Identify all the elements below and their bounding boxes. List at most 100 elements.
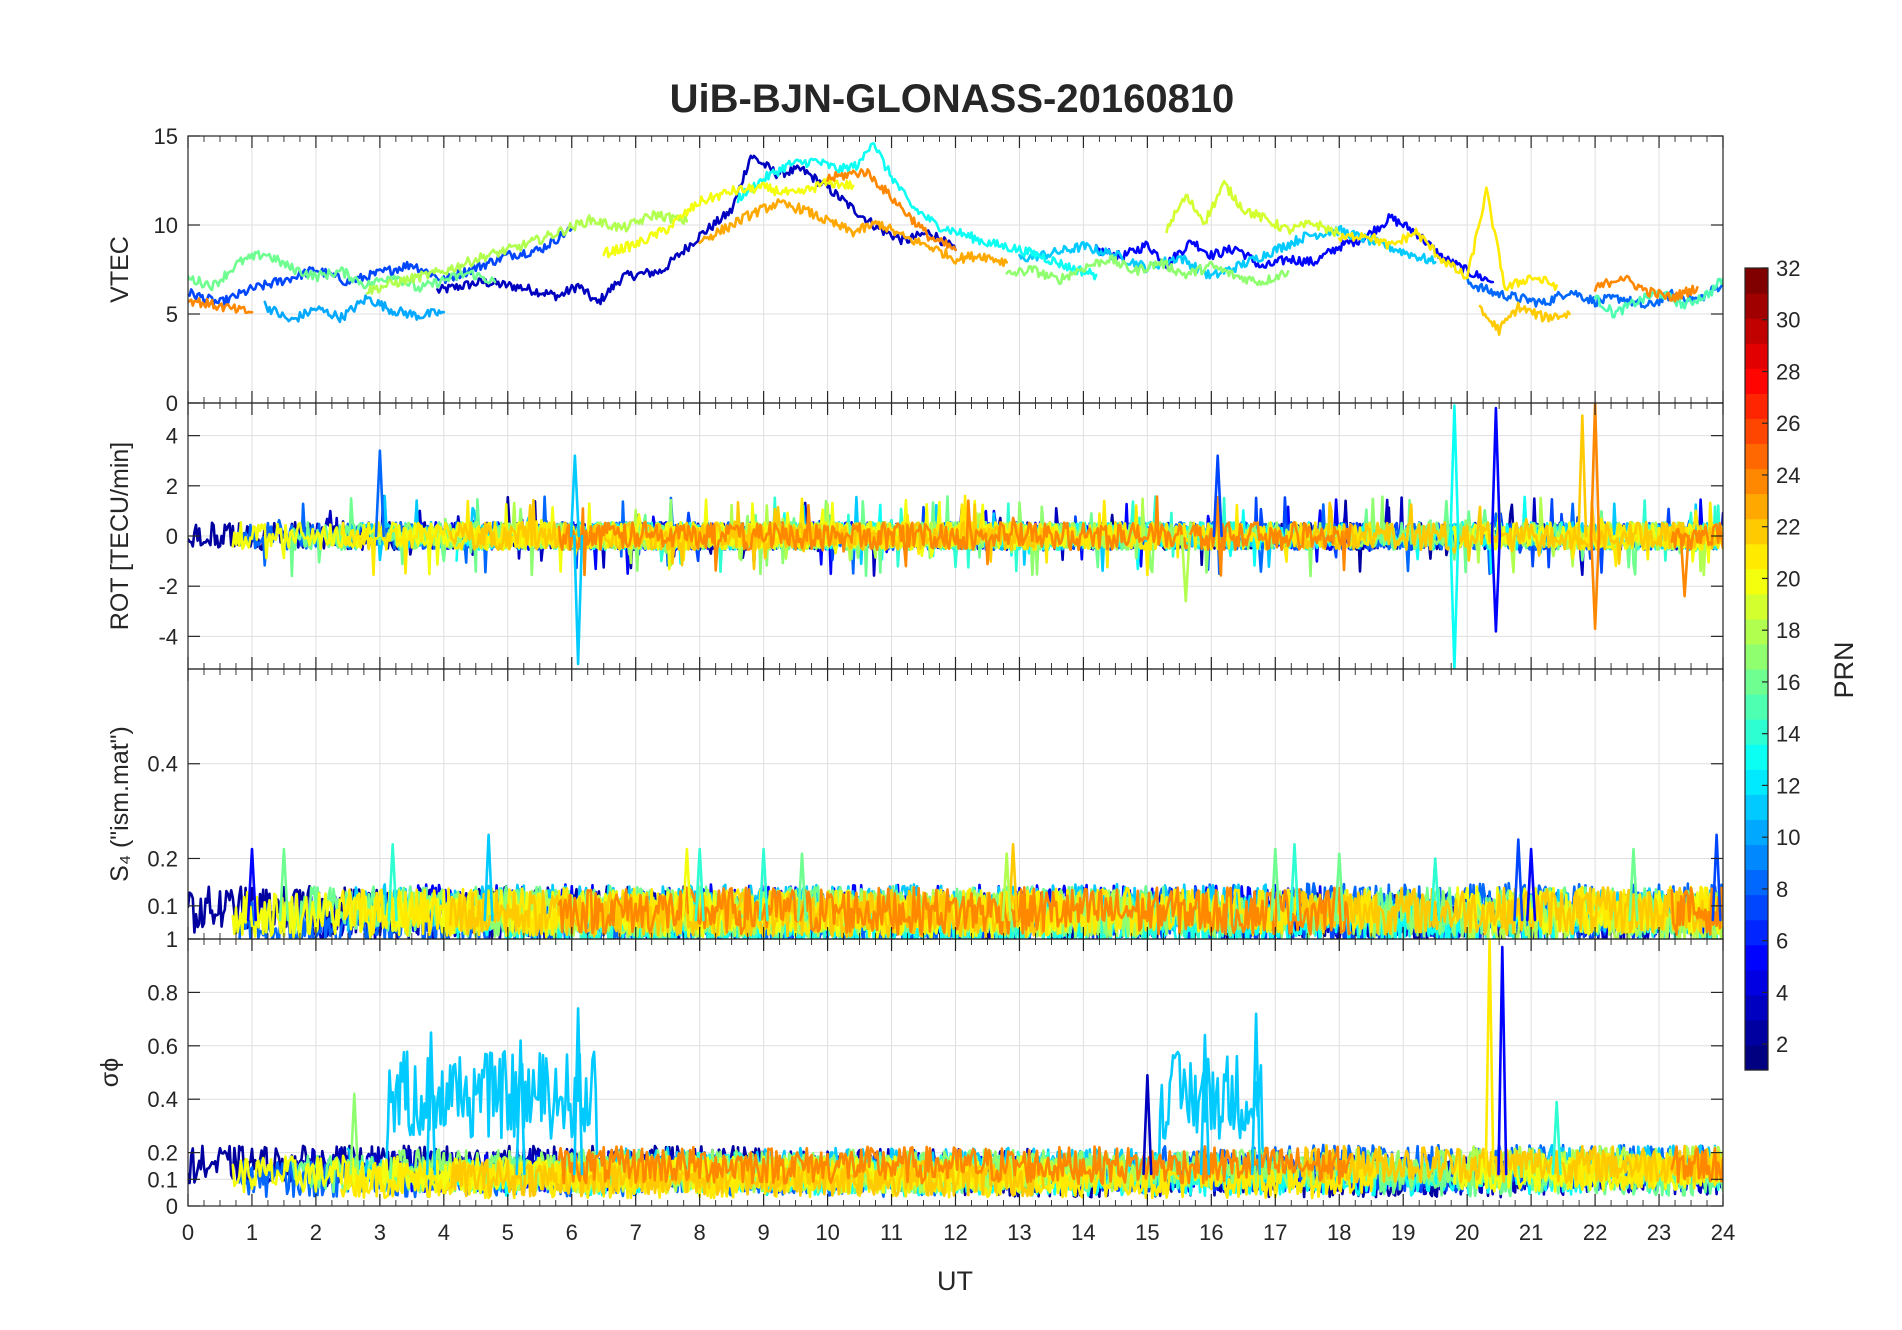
colorbar-swatch [1745, 568, 1768, 595]
sigma_phi-spike-prn-21 [1484, 939, 1495, 1176]
vtec-series-prn-7 [188, 226, 574, 308]
x-tick-label: 7 [630, 1220, 642, 1245]
x-tick-label: 8 [694, 1220, 706, 1245]
colorbar-frame [1744, 267, 1769, 1071]
s4-spike-prn-14 [387, 842, 398, 922]
rot-spike-prn-24 [1589, 403, 1601, 538]
colorbar-swatch [1745, 769, 1768, 795]
y-tick-label: -4 [158, 624, 178, 649]
colorbar-tick-label: 24 [1776, 463, 1800, 488]
x-tick-label: 24 [1711, 1220, 1735, 1245]
sigma_phi-spike-prn-11 [1251, 1012, 1262, 1176]
sigma_phi-traces [188, 939, 1723, 1200]
vtec-traces [188, 142, 1723, 336]
s4-spike-prn-14 [1430, 857, 1441, 922]
x-tick-label: 18 [1327, 1220, 1351, 1245]
s4-series-prn-24 [1670, 886, 1723, 936]
colorbar-tick-label: 12 [1776, 773, 1800, 798]
vtec-series-prn-24 [188, 297, 254, 315]
vtec-y-axis-label: VTEC [106, 236, 134, 303]
colorbar-swatch [1745, 844, 1768, 871]
sigma_phi-series-prn-22 [448, 1158, 1045, 1198]
colorbar-swatch [1745, 643, 1768, 670]
rot-x-ticks [187, 403, 1724, 669]
rot-spike-prn-24 [1589, 534, 1601, 631]
colorbar-swatch [1745, 268, 1768, 294]
y-tick-label: 5 [166, 302, 178, 327]
colorbar-tick-label: 22 [1776, 515, 1800, 540]
colorbar-tick-label: 14 [1776, 722, 1800, 747]
panel-rot: -4 -2 0 2 4 ROT [TECU/min] [106, 402, 1724, 670]
y-tick-label: 0.6 [147, 1034, 178, 1059]
colorbar-swatch [1745, 393, 1768, 419]
colorbar-swatch [1745, 293, 1768, 319]
s4-spike-prn-7 [1711, 833, 1722, 922]
y-tick-label: 0.2 [147, 846, 178, 871]
s4-spike-prn-20 [681, 847, 693, 922]
y-tick-label: 0.1 [147, 894, 178, 919]
colorbar-swatch [1745, 969, 1768, 996]
colorbar-tick-label: 2 [1776, 1032, 1788, 1057]
s4-spike-prn-16 [1270, 847, 1281, 922]
sigma_phi-spike-prn-11 [425, 1031, 437, 1176]
colorbar-swatch [1745, 919, 1768, 946]
s4-spike-prn-11 [483, 833, 494, 922]
x-tick-label: 22 [1583, 1220, 1607, 1245]
rot-spike-prn-24 [1679, 534, 1690, 598]
vtec-series-prn-20 [602, 176, 855, 259]
vtec-series-prn-16 [188, 249, 497, 293]
vtec-series-prn-3 [436, 154, 957, 306]
x-tick-label: 6 [566, 1220, 578, 1245]
colorbar-swatch [1745, 694, 1768, 720]
rot-spike-prn-22 [1577, 414, 1588, 538]
x-tick-label: 16 [1199, 1220, 1223, 1245]
rot-spike-prn-18 [1180, 534, 1191, 603]
sigma_phi-spike-prn-14 [1551, 1100, 1562, 1176]
s4-spike-prn-16 [796, 852, 808, 922]
sigma_phi-spike-prn-5 [1497, 945, 1508, 1176]
s4-spike-prn-5 [1526, 847, 1537, 922]
x-tick-label: 19 [1391, 1220, 1415, 1245]
colorbar-swatch [1745, 744, 1768, 770]
sigma_phi-y-axis-label: σϕ [96, 1058, 124, 1087]
colorbar-swatch [1745, 794, 1768, 820]
sigma_phi-spike-prn-11 [572, 1007, 584, 1176]
chart-title: UiB-BJN-GLONASS-20160810 [670, 77, 1235, 121]
x-tick-label: 2 [310, 1220, 322, 1245]
colorbar-swatch [1745, 318, 1768, 344]
x-tick-label: 10 [815, 1220, 839, 1245]
x-tick-label: 0 [182, 1220, 194, 1245]
vtec-series-prn-23 [698, 198, 1009, 268]
s4-spike-prn-22 [1007, 842, 1019, 922]
x-tick-label: 13 [1007, 1220, 1031, 1245]
y-tick-label: 0.2 [147, 1141, 178, 1166]
colorbar-tick-label: 28 [1776, 359, 1800, 384]
vtec-x-ticks [187, 136, 1724, 403]
vtec-series-prn-22 [1478, 301, 1571, 336]
sigma_phi-x-ticks [187, 939, 1724, 1206]
y-tick-label: 0 [166, 524, 178, 549]
x-tick-label: 23 [1647, 1220, 1671, 1245]
x-tick-label: 21 [1519, 1220, 1543, 1245]
rot-series-prn-24 [557, 495, 1352, 577]
colorbar-swatch [1745, 618, 1768, 645]
colorbar-tick-label: 16 [1776, 670, 1800, 695]
s4-spike-prn-5 [246, 847, 258, 922]
rot-spike-prn-5 [1490, 534, 1502, 633]
colorbar-tick-label: 26 [1776, 411, 1800, 436]
s4-spike-prn-14 [758, 847, 769, 922]
sigma_phi-spike-prn-17 [349, 1092, 360, 1176]
y-tick-label: 0 [166, 391, 178, 416]
rot-spike-prn-13 [1449, 404, 1460, 538]
y-tick-label: 2 [166, 474, 178, 499]
sigma_phi-spike-prn-3 [1142, 1073, 1153, 1176]
x-tick-label: 9 [758, 1220, 770, 1245]
s4-spike-prn-7 [1513, 838, 1524, 922]
colorbar-tick-label: 4 [1776, 980, 1788, 1005]
y-tick-label: 0.4 [147, 752, 178, 777]
vtec-series-prn-13 [736, 142, 1098, 281]
colorbar-swatch [1745, 468, 1768, 495]
rot-spike-prn-5 [1490, 406, 1502, 538]
vtec-series-prn-10 [263, 294, 446, 324]
y-tick-label: 0 [166, 1194, 178, 1219]
